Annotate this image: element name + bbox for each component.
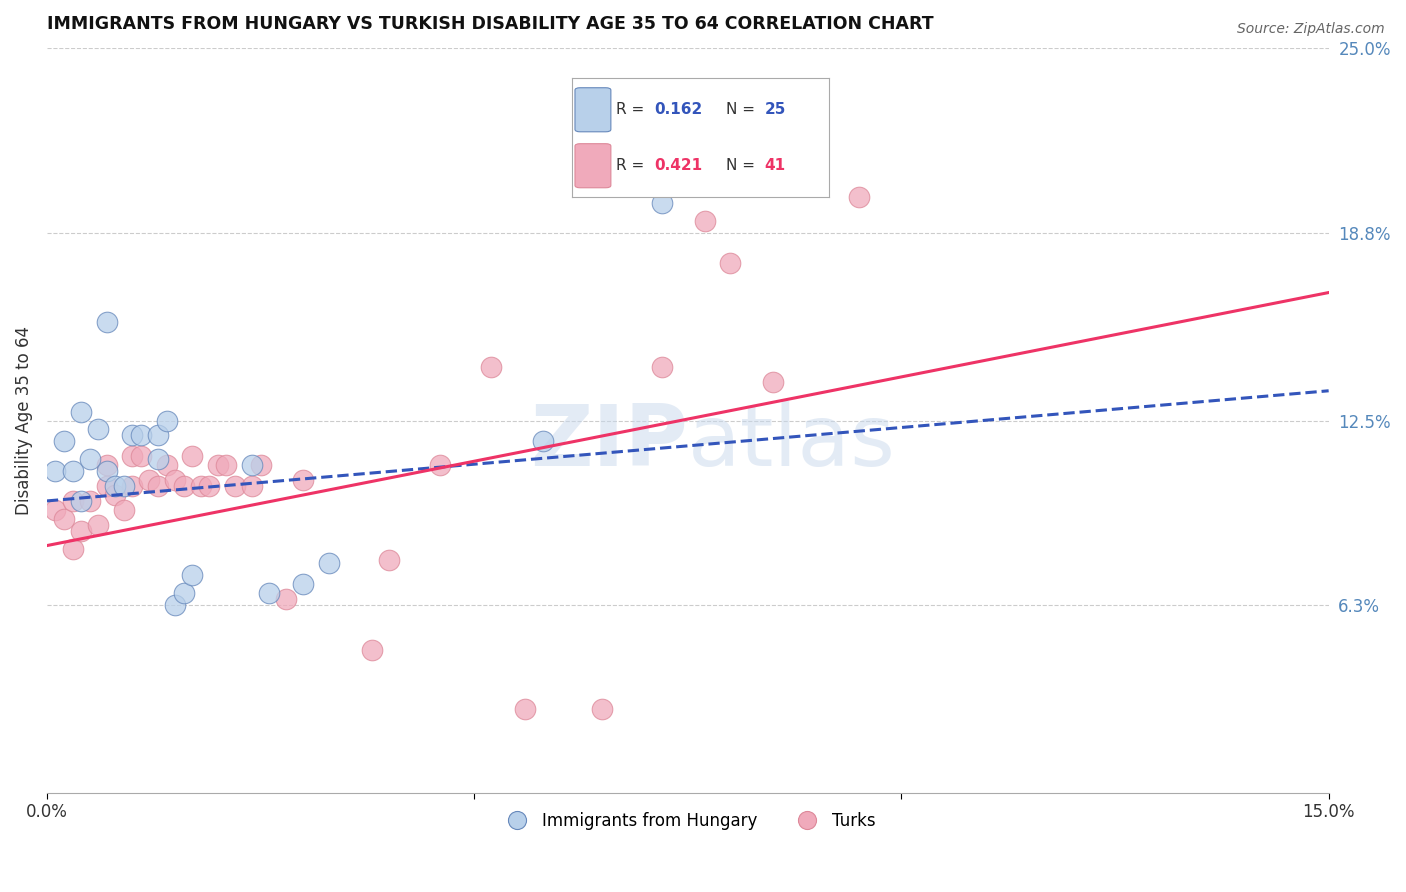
Point [146, 479, 169, 493]
Point [804, 175, 827, 189]
Point [87, 422, 110, 436]
Point [146, 428, 169, 442]
Legend: Immigrants from Hungary, Turks: Immigrants from Hungary, Turks [494, 805, 883, 837]
Point [762, 375, 785, 389]
Point [240, 479, 263, 493]
Text: atlas: atlas [688, 401, 896, 484]
Point [87, 517, 110, 532]
Point [121, 479, 143, 493]
Point [112, 479, 135, 493]
Point [53, 434, 76, 449]
Text: ZIP: ZIP [530, 401, 688, 484]
Point [479, 359, 502, 374]
Point [155, 413, 177, 427]
Point [224, 479, 246, 493]
Point [146, 452, 169, 467]
Point [70, 524, 93, 538]
Point [377, 553, 399, 567]
Point [240, 458, 263, 473]
Point [44, 464, 66, 478]
Point [165, 598, 187, 612]
Point [62, 541, 84, 556]
Point [53, 512, 76, 526]
Y-axis label: Disability Age 35 to 64: Disability Age 35 to 64 [15, 326, 32, 515]
Point [591, 702, 613, 716]
Point [257, 586, 280, 600]
Point [651, 196, 673, 211]
Point [96, 464, 118, 478]
Point [848, 190, 870, 204]
Point [292, 473, 315, 487]
Point [129, 450, 152, 464]
Point [360, 642, 382, 657]
Point [515, 702, 537, 716]
Point [173, 479, 195, 493]
Point [104, 479, 127, 493]
Point [190, 479, 212, 493]
Text: IMMIGRANTS FROM HUNGARY VS TURKISH DISABILITY AGE 35 TO 64 CORRELATION CHART: IMMIGRANTS FROM HUNGARY VS TURKISH DISAB… [46, 15, 934, 33]
Point [318, 557, 340, 571]
Text: Source: ZipAtlas.com: Source: ZipAtlas.com [1237, 22, 1385, 37]
Point [104, 488, 127, 502]
Point [79, 452, 101, 467]
Point [112, 503, 135, 517]
Point [531, 434, 554, 449]
Point [292, 577, 315, 591]
Point [720, 256, 742, 270]
Point [79, 494, 101, 508]
Point [651, 359, 673, 374]
Point [70, 404, 93, 418]
Point [276, 592, 298, 607]
Point [215, 458, 238, 473]
Point [181, 450, 204, 464]
Point [138, 473, 160, 487]
Point [165, 473, 187, 487]
Point [155, 458, 177, 473]
Point [121, 428, 143, 442]
Point [181, 568, 204, 582]
Point [429, 458, 451, 473]
Point [62, 494, 84, 508]
Point [96, 458, 118, 473]
Point [70, 494, 93, 508]
Point [96, 479, 118, 493]
Point [249, 458, 271, 473]
Point [62, 464, 84, 478]
Point [198, 479, 221, 493]
Point [44, 503, 66, 517]
Point [96, 315, 118, 329]
Point [207, 458, 229, 473]
Point [129, 428, 152, 442]
Point [693, 214, 716, 228]
Point [121, 450, 143, 464]
Point [173, 586, 195, 600]
